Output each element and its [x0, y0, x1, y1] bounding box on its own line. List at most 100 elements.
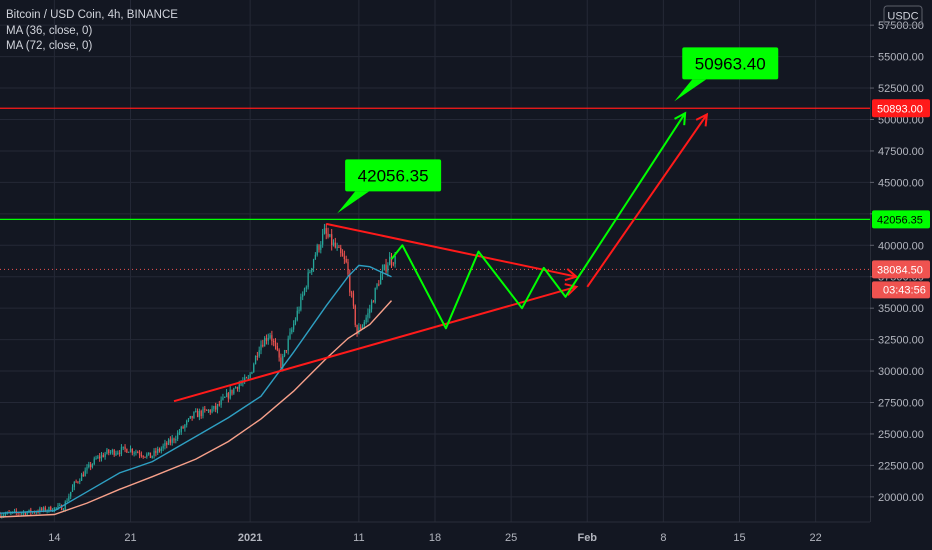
- candle: [347, 258, 349, 277]
- candle: [126, 448, 128, 453]
- candle: [71, 484, 74, 492]
- candle: [155, 447, 157, 457]
- candle: [153, 448, 155, 459]
- symbol-title[interactable]: Bitcoin / USD Coin, 4h, BINANCE: [6, 9, 178, 21]
- candle: [263, 336, 266, 347]
- candle: [213, 405, 215, 412]
- projection-arrowhead: [674, 111, 687, 126]
- ma72-legend[interactable]: MA (72, close, 0): [6, 40, 93, 52]
- candle: [215, 402, 217, 413]
- price-tick-label: 32500.00: [878, 335, 924, 347]
- ma36-line: [0, 264, 392, 514]
- price-callout[interactable]: 50963.40: [674, 47, 779, 102]
- countdown-tag: 03:43:56: [872, 281, 930, 299]
- candle: [374, 287, 376, 304]
- candle: [307, 268, 309, 290]
- candle: [173, 437, 175, 444]
- candle: [216, 403, 219, 414]
- time-axis[interactable]: [0, 522, 932, 550]
- candle: [287, 335, 289, 355]
- candle: [97, 455, 99, 459]
- candle: [149, 452, 152, 458]
- candle: [258, 346, 260, 358]
- candle: [73, 481, 75, 491]
- candle: [88, 461, 90, 469]
- time-tick-label: 2021: [238, 532, 262, 544]
- candle: [191, 415, 193, 421]
- candle: [262, 339, 264, 348]
- candle: [229, 385, 231, 400]
- candle: [118, 450, 121, 457]
- price-tick-label: 57500.00: [878, 20, 924, 32]
- candle: [164, 439, 166, 450]
- price-tick-label: 20000.00: [878, 492, 924, 504]
- price-tag[interactable]: 38084.50: [872, 260, 930, 279]
- candle: [146, 452, 148, 459]
- candle: [236, 386, 239, 392]
- ma72-line: [0, 300, 393, 518]
- candle: [291, 327, 293, 335]
- candle: [369, 304, 371, 319]
- candle: [220, 396, 222, 408]
- projection-path[interactable]: [390, 112, 686, 330]
- candle: [158, 447, 161, 453]
- candle: [278, 348, 280, 362]
- price-tick-label: 40000.00: [878, 240, 924, 252]
- candle: [138, 450, 141, 459]
- candle: [320, 241, 322, 254]
- trend-drawings: [173, 111, 709, 403]
- time-tick-label: 18: [429, 532, 441, 544]
- triangle-upper-line[interactable]: [326, 222, 577, 278]
- candle: [392, 261, 394, 267]
- currency-badge[interactable]: USDC: [883, 5, 923, 26]
- candle: [89, 461, 92, 471]
- time-tick-label: Feb: [577, 532, 597, 544]
- candle: [142, 455, 144, 459]
- ma36-legend[interactable]: MA (36, close, 0): [6, 24, 93, 37]
- currency-badge-text: USDC: [887, 11, 918, 23]
- candle: [354, 304, 356, 328]
- candle: [253, 362, 255, 373]
- candle: [336, 242, 338, 251]
- candle: [350, 290, 353, 298]
- price-callout[interactable]: 42056.35: [337, 159, 442, 214]
- candle: [180, 425, 182, 435]
- candle: [133, 451, 135, 457]
- candle: [331, 229, 333, 251]
- candle: [151, 455, 153, 459]
- candle: [64, 500, 66, 512]
- price-tag[interactable]: 42056.35: [872, 210, 930, 229]
- triangle-upper-arrowhead: [564, 268, 579, 282]
- candle: [198, 408, 201, 421]
- candle: [187, 417, 190, 423]
- candle: [341, 249, 344, 257]
- candle: [193, 411, 195, 419]
- candle: [120, 444, 123, 457]
- candle: [68, 493, 70, 502]
- candle: [271, 330, 273, 346]
- candle: [131, 448, 133, 456]
- price-tags: 50893.00 42056.35 38084.50 03:43:56: [872, 99, 930, 299]
- candle: [108, 449, 110, 456]
- price-tag[interactable]: 50893.00: [872, 99, 930, 118]
- candle: [352, 290, 355, 309]
- candle: [0, 511, 1, 518]
- target-red-arrow[interactable]: [586, 113, 708, 288]
- candle: [387, 262, 389, 277]
- candle: [329, 233, 331, 238]
- candle: [209, 409, 211, 415]
- candle: [129, 445, 132, 453]
- candle: [233, 387, 235, 395]
- candle: [218, 400, 220, 407]
- candle: [128, 451, 130, 453]
- triangle-lower-line[interactable]: [173, 285, 577, 403]
- candle: [53, 507, 56, 513]
- candle: [48, 506, 50, 513]
- candle: [124, 444, 126, 453]
- candle: [276, 342, 278, 352]
- candle: [254, 355, 257, 365]
- candle: [140, 451, 143, 458]
- candle: [104, 451, 106, 460]
- candle: [256, 351, 259, 361]
